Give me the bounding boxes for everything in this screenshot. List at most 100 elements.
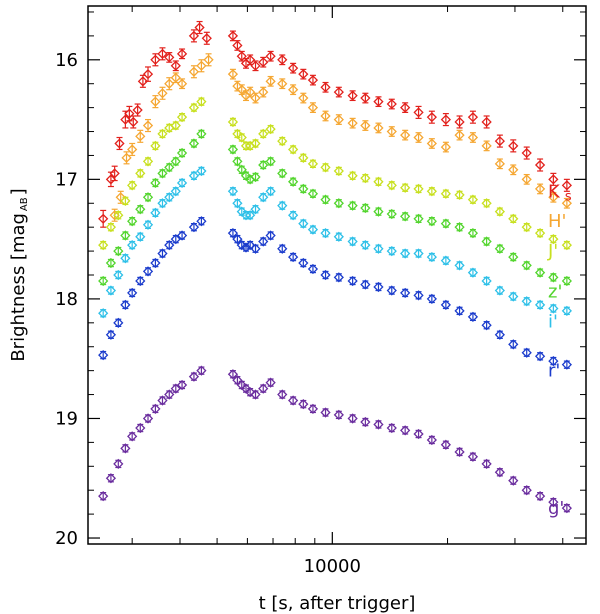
data-point bbox=[426, 216, 437, 227]
axis-ticks bbox=[88, 6, 586, 544]
data-point bbox=[400, 182, 411, 193]
data-point bbox=[347, 275, 358, 287]
data-point bbox=[120, 299, 131, 311]
data-point bbox=[277, 389, 288, 400]
band-label-main: g' bbox=[548, 498, 564, 519]
data-point bbox=[333, 114, 344, 125]
data-point bbox=[521, 174, 532, 185]
data-point bbox=[105, 174, 117, 185]
data-point bbox=[481, 320, 492, 331]
data-point bbox=[164, 78, 175, 89]
data-point bbox=[347, 200, 358, 211]
data-point bbox=[120, 253, 131, 264]
band-label-main: r' bbox=[548, 361, 560, 382]
data-point bbox=[347, 236, 358, 247]
data-point bbox=[236, 132, 247, 143]
data-point bbox=[481, 236, 492, 247]
data-point bbox=[164, 162, 175, 173]
data-point bbox=[548, 272, 559, 283]
data-point bbox=[132, 104, 143, 116]
data-point bbox=[240, 210, 252, 221]
data-point bbox=[258, 383, 269, 394]
data-point bbox=[176, 78, 188, 89]
data-point bbox=[467, 311, 479, 322]
data-point bbox=[467, 228, 479, 239]
data-point bbox=[150, 257, 161, 269]
data-point bbox=[121, 152, 132, 163]
data-point bbox=[400, 211, 411, 222]
data-point bbox=[98, 349, 109, 361]
data-point bbox=[188, 170, 200, 181]
data-point bbox=[105, 285, 117, 296]
data-point bbox=[307, 102, 319, 113]
series-r bbox=[98, 216, 572, 370]
data-point bbox=[113, 269, 124, 281]
data-point bbox=[105, 473, 117, 484]
data-point bbox=[176, 177, 188, 189]
series-j bbox=[98, 96, 572, 251]
data-point bbox=[236, 164, 247, 175]
series-ks bbox=[98, 20, 572, 228]
data-point bbox=[135, 422, 146, 434]
data-point bbox=[288, 176, 299, 187]
data-point bbox=[137, 76, 149, 87]
data-point bbox=[288, 84, 299, 95]
data-point bbox=[265, 186, 276, 197]
data-point bbox=[170, 234, 181, 245]
data-point bbox=[277, 54, 288, 65]
data-point bbox=[288, 210, 299, 221]
data-point bbox=[494, 135, 505, 147]
data-point bbox=[534, 491, 546, 502]
data-point bbox=[288, 144, 299, 155]
data-point bbox=[127, 287, 138, 299]
data-point bbox=[127, 216, 138, 227]
data-point bbox=[413, 107, 424, 118]
data-point bbox=[360, 120, 371, 131]
data-point bbox=[135, 168, 146, 179]
data-point bbox=[188, 371, 200, 382]
band-label-main: J' bbox=[547, 241, 558, 262]
data-point bbox=[232, 198, 243, 209]
data-point bbox=[232, 234, 243, 245]
data-point bbox=[258, 236, 269, 247]
data-point bbox=[320, 162, 331, 173]
data-point bbox=[232, 156, 243, 167]
data-point bbox=[548, 355, 559, 367]
data-point bbox=[561, 198, 572, 209]
data-point bbox=[105, 257, 117, 269]
data-point bbox=[150, 54, 161, 65]
data-point bbox=[265, 377, 276, 388]
data-point bbox=[113, 317, 124, 328]
data-point bbox=[534, 299, 546, 311]
data-point bbox=[307, 188, 319, 199]
data-point bbox=[521, 347, 532, 358]
data-point bbox=[265, 51, 276, 62]
data-point bbox=[320, 228, 331, 239]
data-point bbox=[333, 409, 344, 420]
data-point bbox=[454, 222, 465, 233]
data-point bbox=[360, 239, 371, 251]
data-point bbox=[170, 383, 181, 394]
data-point bbox=[454, 189, 465, 201]
data-point bbox=[467, 267, 479, 278]
band-label-h: H' bbox=[548, 211, 566, 232]
data-point bbox=[127, 431, 138, 442]
data-point bbox=[227, 186, 239, 197]
y-axis-label: Brightness [mag AB] bbox=[8, 188, 30, 361]
data-point bbox=[227, 30, 239, 42]
data-point bbox=[135, 275, 146, 287]
series-g bbox=[98, 365, 572, 514]
data-point bbox=[561, 275, 572, 287]
data-point bbox=[157, 128, 168, 140]
band-label-r: r' bbox=[548, 361, 560, 382]
data-point bbox=[347, 118, 358, 129]
data-point bbox=[142, 120, 154, 131]
data-point bbox=[150, 403, 161, 415]
data-point bbox=[440, 114, 451, 125]
data-point bbox=[150, 207, 161, 218]
data-point bbox=[413, 248, 424, 259]
data-point bbox=[157, 168, 168, 179]
